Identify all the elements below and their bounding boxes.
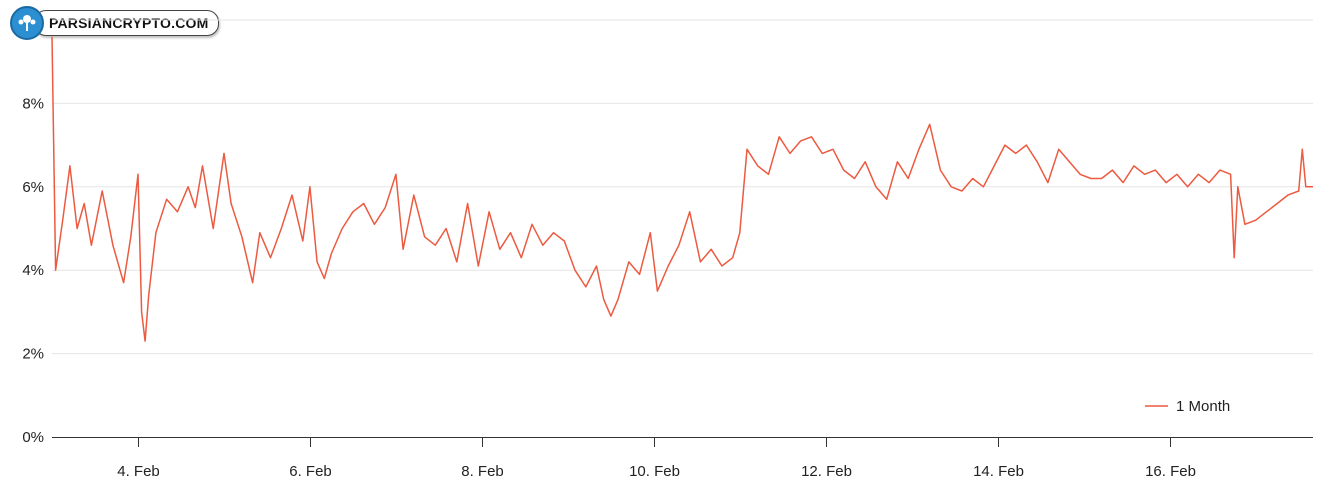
watermark-logo: PARSIANCRYPTO.COM [10, 6, 219, 40]
x-tick-label: 12. Feb [801, 463, 852, 480]
y-tick-label: 6% [22, 179, 44, 196]
grid-lines [52, 19, 1313, 355]
x-tick-label: 8. Feb [461, 463, 504, 480]
legend-label: 1 Month [1176, 398, 1230, 415]
y-tick-label: 2% [22, 346, 44, 363]
y-tick-label: 0% [22, 429, 44, 446]
x-axis-ticks: 4. Feb 6. Feb 8. Feb 10. Feb 12. Feb 14. Feb 1… [117, 437, 1196, 480]
x-tick-label: 6. Feb [289, 463, 332, 480]
x-tick-label: 4. Feb [117, 463, 160, 480]
series-line-1-month [51, 36, 1313, 342]
x-tick-label: 16. Feb [1145, 463, 1196, 480]
legend[interactable]: 1 Month [1145, 398, 1230, 415]
x-tick-label: 14. Feb [973, 463, 1024, 480]
y-tick-label: 4% [22, 262, 44, 279]
y-axis-ticks: 0% 2% 4% 6% 8% [22, 95, 44, 446]
y-tick-label: 8% [22, 95, 44, 112]
tree-icon [10, 6, 44, 40]
x-tick-label: 10. Feb [629, 463, 680, 480]
series-group [51, 36, 1313, 342]
